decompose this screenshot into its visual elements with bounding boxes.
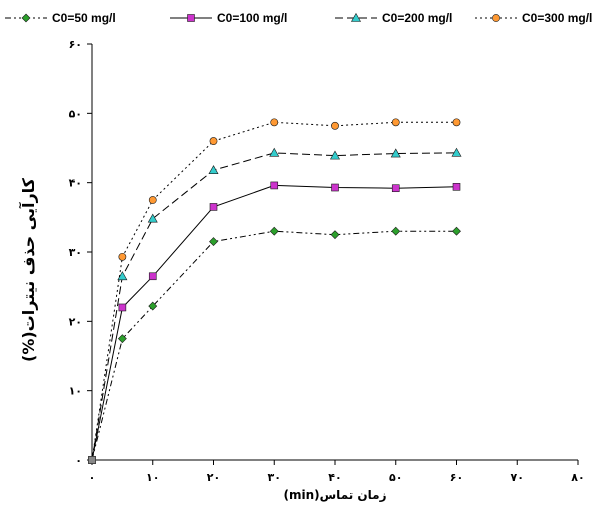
series-line bbox=[91, 152, 457, 461]
data-point bbox=[147, 213, 158, 223]
data-point bbox=[391, 226, 401, 236]
legend-label: C0=100 mg/l bbox=[217, 11, 287, 25]
legend: C0=50 mg/l C0=100 mg/l C0=200 mg/l C0=300 m… bbox=[5, 11, 592, 25]
series-line bbox=[91, 184, 457, 461]
data-point bbox=[331, 121, 339, 130]
legend-marker bbox=[21, 13, 31, 23]
data-point bbox=[391, 118, 400, 127]
legend-marker bbox=[350, 12, 362, 22]
data-point bbox=[329, 150, 341, 160]
legend-label: C0=200 mg/l bbox=[382, 11, 452, 25]
y-tick-label: ۵۰ bbox=[69, 107, 82, 120]
data-point bbox=[270, 118, 279, 127]
data-point bbox=[208, 165, 219, 174]
legend-marker bbox=[492, 14, 500, 22]
legend-item: C0=300 mg/l bbox=[475, 11, 592, 25]
data-point bbox=[452, 118, 461, 127]
data-point bbox=[209, 237, 218, 247]
data-point bbox=[452, 183, 461, 191]
data-point bbox=[451, 147, 462, 157]
data-point bbox=[148, 301, 158, 311]
y-tick-label: ۱۰ bbox=[69, 385, 82, 398]
legend-item: C0=50 mg/l bbox=[5, 11, 116, 25]
plot-area: ۰ ۱۰ ۲۰ ۳۰ ۴۰ ۵۰ ۶۰ ۰ ۱۰ ۲۰ ۳۰ ۴۰ ۵۰ ۶۰ ۷۰ ۸۰ bbox=[69, 38, 585, 484]
x-tick-label: ۳۰ bbox=[268, 471, 281, 484]
y-axis-title: کارآیی حذف نیترات(%) bbox=[18, 177, 38, 362]
data-point bbox=[148, 196, 157, 204]
data-point bbox=[148, 272, 157, 281]
y-tick-label: ۴۰ bbox=[69, 177, 82, 190]
data-point bbox=[117, 334, 127, 344]
legend-label: C0=300 mg/l bbox=[522, 11, 592, 25]
x-tick-label: ۶۰ bbox=[450, 471, 463, 484]
data-point bbox=[330, 230, 340, 240]
legend-item: C0=200 mg/l bbox=[335, 11, 452, 25]
series-1 bbox=[88, 226, 461, 464]
y-tick-label: ۲۰ bbox=[69, 315, 82, 328]
x-tick-label: ۷۰ bbox=[511, 471, 524, 484]
data-point bbox=[269, 147, 280, 157]
data-point bbox=[117, 271, 128, 281]
series-line bbox=[91, 230, 457, 461]
data-point bbox=[118, 303, 127, 312]
y-tick-label: ۶۰ bbox=[69, 38, 82, 51]
data-point bbox=[331, 183, 339, 192]
data-point bbox=[88, 456, 96, 464]
x-axis-title: زمان تماس(min) bbox=[283, 488, 386, 502]
series-3 bbox=[88, 147, 462, 464]
data-point bbox=[118, 252, 127, 261]
series-4 bbox=[88, 118, 461, 464]
series-2 bbox=[88, 181, 461, 464]
legend-item: C0=100 mg/l bbox=[170, 11, 287, 25]
series-line bbox=[91, 121, 457, 461]
data-point bbox=[269, 226, 279, 236]
x-tick-label: ۰ bbox=[89, 471, 96, 484]
x-tick-label: ۴۰ bbox=[328, 471, 341, 484]
y-tick-label: ۳۰ bbox=[69, 246, 82, 259]
data-point bbox=[390, 148, 401, 158]
x-tick-label: ۸۰ bbox=[571, 471, 584, 484]
data-point bbox=[209, 203, 218, 211]
x-tick-label: ۵۰ bbox=[389, 471, 402, 484]
data-point bbox=[391, 184, 400, 193]
data-point bbox=[209, 137, 218, 145]
data-point bbox=[452, 226, 461, 236]
legend-label: C0=50 mg/l bbox=[52, 11, 116, 25]
data-point bbox=[270, 181, 279, 190]
legend-marker bbox=[187, 14, 195, 22]
y-tick-label: ۰ bbox=[75, 454, 82, 467]
x-tick-label: ۱۰ bbox=[146, 471, 159, 484]
x-tick-label: ۲۰ bbox=[207, 471, 220, 484]
